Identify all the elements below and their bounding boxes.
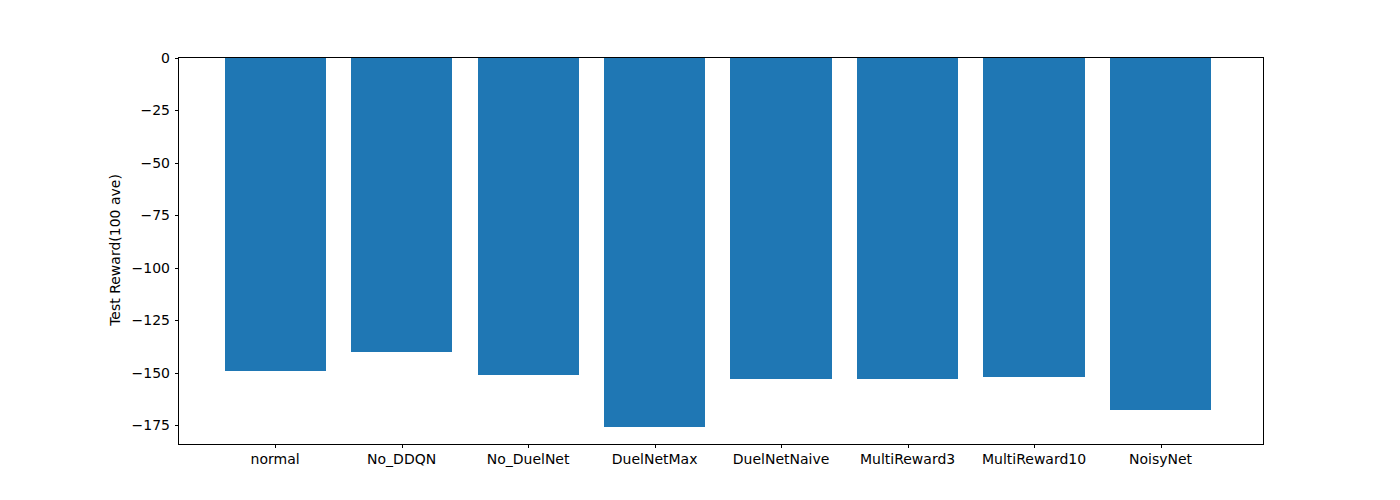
- x-tick-label-DuelNetNaive: DuelNetNaive: [733, 452, 830, 466]
- y-tick-mark: [175, 373, 179, 374]
- x-tick-mark: [275, 444, 276, 448]
- x-tick-label-normal: normal: [251, 452, 300, 466]
- y-tick-label--75: −75: [140, 208, 170, 222]
- y-tick-mark: [175, 215, 179, 216]
- y-tick-label-0: 0: [161, 51, 170, 65]
- bar-No_DuelNet: [478, 58, 579, 375]
- y-tick-mark: [175, 163, 179, 164]
- x-tick-mark: [1034, 444, 1035, 448]
- x-tick-label-NoisyNet: NoisyNet: [1129, 452, 1192, 466]
- y-tick-label--125: −125: [132, 313, 170, 327]
- x-tick-mark: [655, 444, 656, 448]
- x-tick-mark: [528, 444, 529, 448]
- y-tick-label--50: −50: [140, 156, 170, 170]
- y-axis-label: Test Reward(100 ave): [108, 174, 122, 326]
- y-tick-mark: [175, 320, 179, 321]
- y-tick-mark: [175, 425, 179, 426]
- bar-NoisyNet: [1110, 58, 1211, 410]
- y-tick-label--150: −150: [132, 365, 170, 379]
- bar-normal: [225, 58, 326, 371]
- x-tick-label-DuelNetMax: DuelNetMax: [612, 452, 698, 466]
- bar-MultiReward10: [983, 58, 1084, 377]
- y-tick-label--25: −25: [140, 103, 170, 117]
- x-tick-mark: [781, 444, 782, 448]
- x-tick-label-MultiReward3: MultiReward3: [860, 452, 955, 466]
- bar-DuelNetMax: [604, 58, 705, 427]
- bar-DuelNetNaive: [730, 58, 831, 379]
- plot-area: normalNo_DDQNNo_DuelNetDuelNetMaxDuelNet…: [178, 57, 1264, 445]
- y-tick-mark: [175, 58, 179, 59]
- y-tick-mark: [175, 110, 179, 111]
- y-tick-label--175: −175: [132, 418, 170, 432]
- bar-chart-figure: Test Reward(100 ave) normalNo_DDQNNo_Due…: [0, 0, 1400, 500]
- y-tick-label--100: −100: [132, 261, 170, 275]
- bar-MultiReward3: [857, 58, 958, 379]
- x-tick-mark: [1161, 444, 1162, 448]
- x-tick-label-No_DuelNet: No_DuelNet: [487, 452, 570, 466]
- x-tick-mark: [908, 444, 909, 448]
- x-tick-label-MultiReward10: MultiReward10: [982, 452, 1086, 466]
- bar-No_DDQN: [351, 58, 452, 352]
- x-tick-mark: [402, 444, 403, 448]
- y-tick-mark: [175, 268, 179, 269]
- x-tick-label-No_DDQN: No_DDQN: [367, 452, 436, 466]
